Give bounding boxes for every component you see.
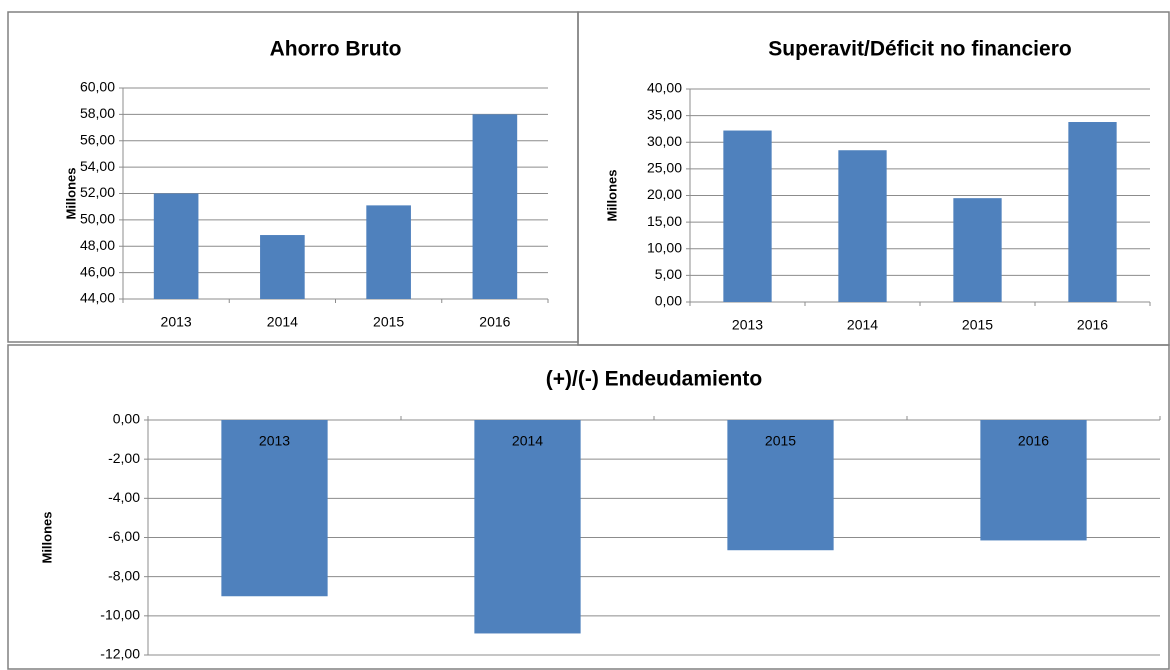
y-tick-label: 20,00 (647, 186, 682, 202)
x-tick-label: 2015 (765, 433, 796, 449)
y-tick-label: 35,00 (647, 106, 682, 122)
y-tick-label: 30,00 (647, 133, 682, 149)
x-tick-label: 2014 (847, 317, 878, 333)
y-tick-label: -2,00 (108, 450, 140, 466)
x-tick-label: 2013 (259, 433, 290, 449)
bar (474, 420, 581, 634)
y-tick-label: 0,00 (655, 293, 682, 309)
y-tick-label: 25,00 (647, 160, 682, 176)
bar (260, 235, 305, 299)
bar (153, 193, 199, 299)
y-tick-label: 50,00 (80, 211, 115, 227)
y-tick-label: 40,00 (647, 80, 682, 96)
bar (472, 114, 518, 299)
y-axis-label: Millones (604, 169, 619, 221)
y-tick-label: 56,00 (80, 131, 115, 147)
y-tick-label: 58,00 (80, 105, 115, 121)
y-tick-label: 10,00 (647, 239, 682, 255)
x-tick-label: 2013 (161, 314, 192, 330)
x-tick-label: 2013 (732, 317, 763, 333)
y-axis-label: Millones (63, 167, 78, 219)
x-tick-label: 2016 (1018, 433, 1049, 449)
bar (953, 198, 1002, 302)
y-tick-label: 46,00 (80, 263, 115, 279)
y-tick-label: -8,00 (108, 567, 140, 583)
x-tick-label: 2014 (512, 433, 543, 449)
y-tick-label: 15,00 (647, 213, 682, 229)
y-tick-label: 48,00 (80, 237, 115, 253)
x-tick-label: 2014 (267, 314, 298, 330)
x-tick-label: 2016 (1077, 317, 1108, 333)
x-tick-label: 2016 (479, 314, 510, 330)
y-tick-label: 44,00 (80, 290, 115, 306)
x-tick-label: 2015 (373, 314, 404, 330)
y-tick-label: -6,00 (108, 528, 140, 544)
bar (1068, 122, 1117, 302)
bar (980, 420, 1087, 541)
chart-title: Ahorro Bruto (270, 38, 402, 61)
bar (366, 205, 411, 299)
y-tick-label: -10,00 (100, 607, 140, 623)
bar (221, 420, 328, 597)
chart-title: Superavit/Déficit no financiero (768, 38, 1071, 61)
y-tick-label: -12,00 (100, 646, 140, 662)
y-axis-label: Millones (39, 511, 54, 563)
x-tick-label: 2015 (962, 317, 993, 333)
bar (838, 150, 887, 302)
y-tick-label: -4,00 (108, 489, 140, 505)
y-tick-label: 5,00 (655, 266, 682, 282)
y-tick-label: 54,00 (80, 158, 115, 174)
bar (723, 130, 772, 302)
chart-title: (+)/(-) Endeudamiento (546, 368, 762, 391)
bar (727, 420, 834, 551)
y-tick-label: 52,00 (80, 184, 115, 200)
chart-frame (7, 344, 1170, 670)
y-tick-label: 60,00 (80, 79, 115, 95)
y-tick-label: 0,00 (113, 411, 140, 427)
